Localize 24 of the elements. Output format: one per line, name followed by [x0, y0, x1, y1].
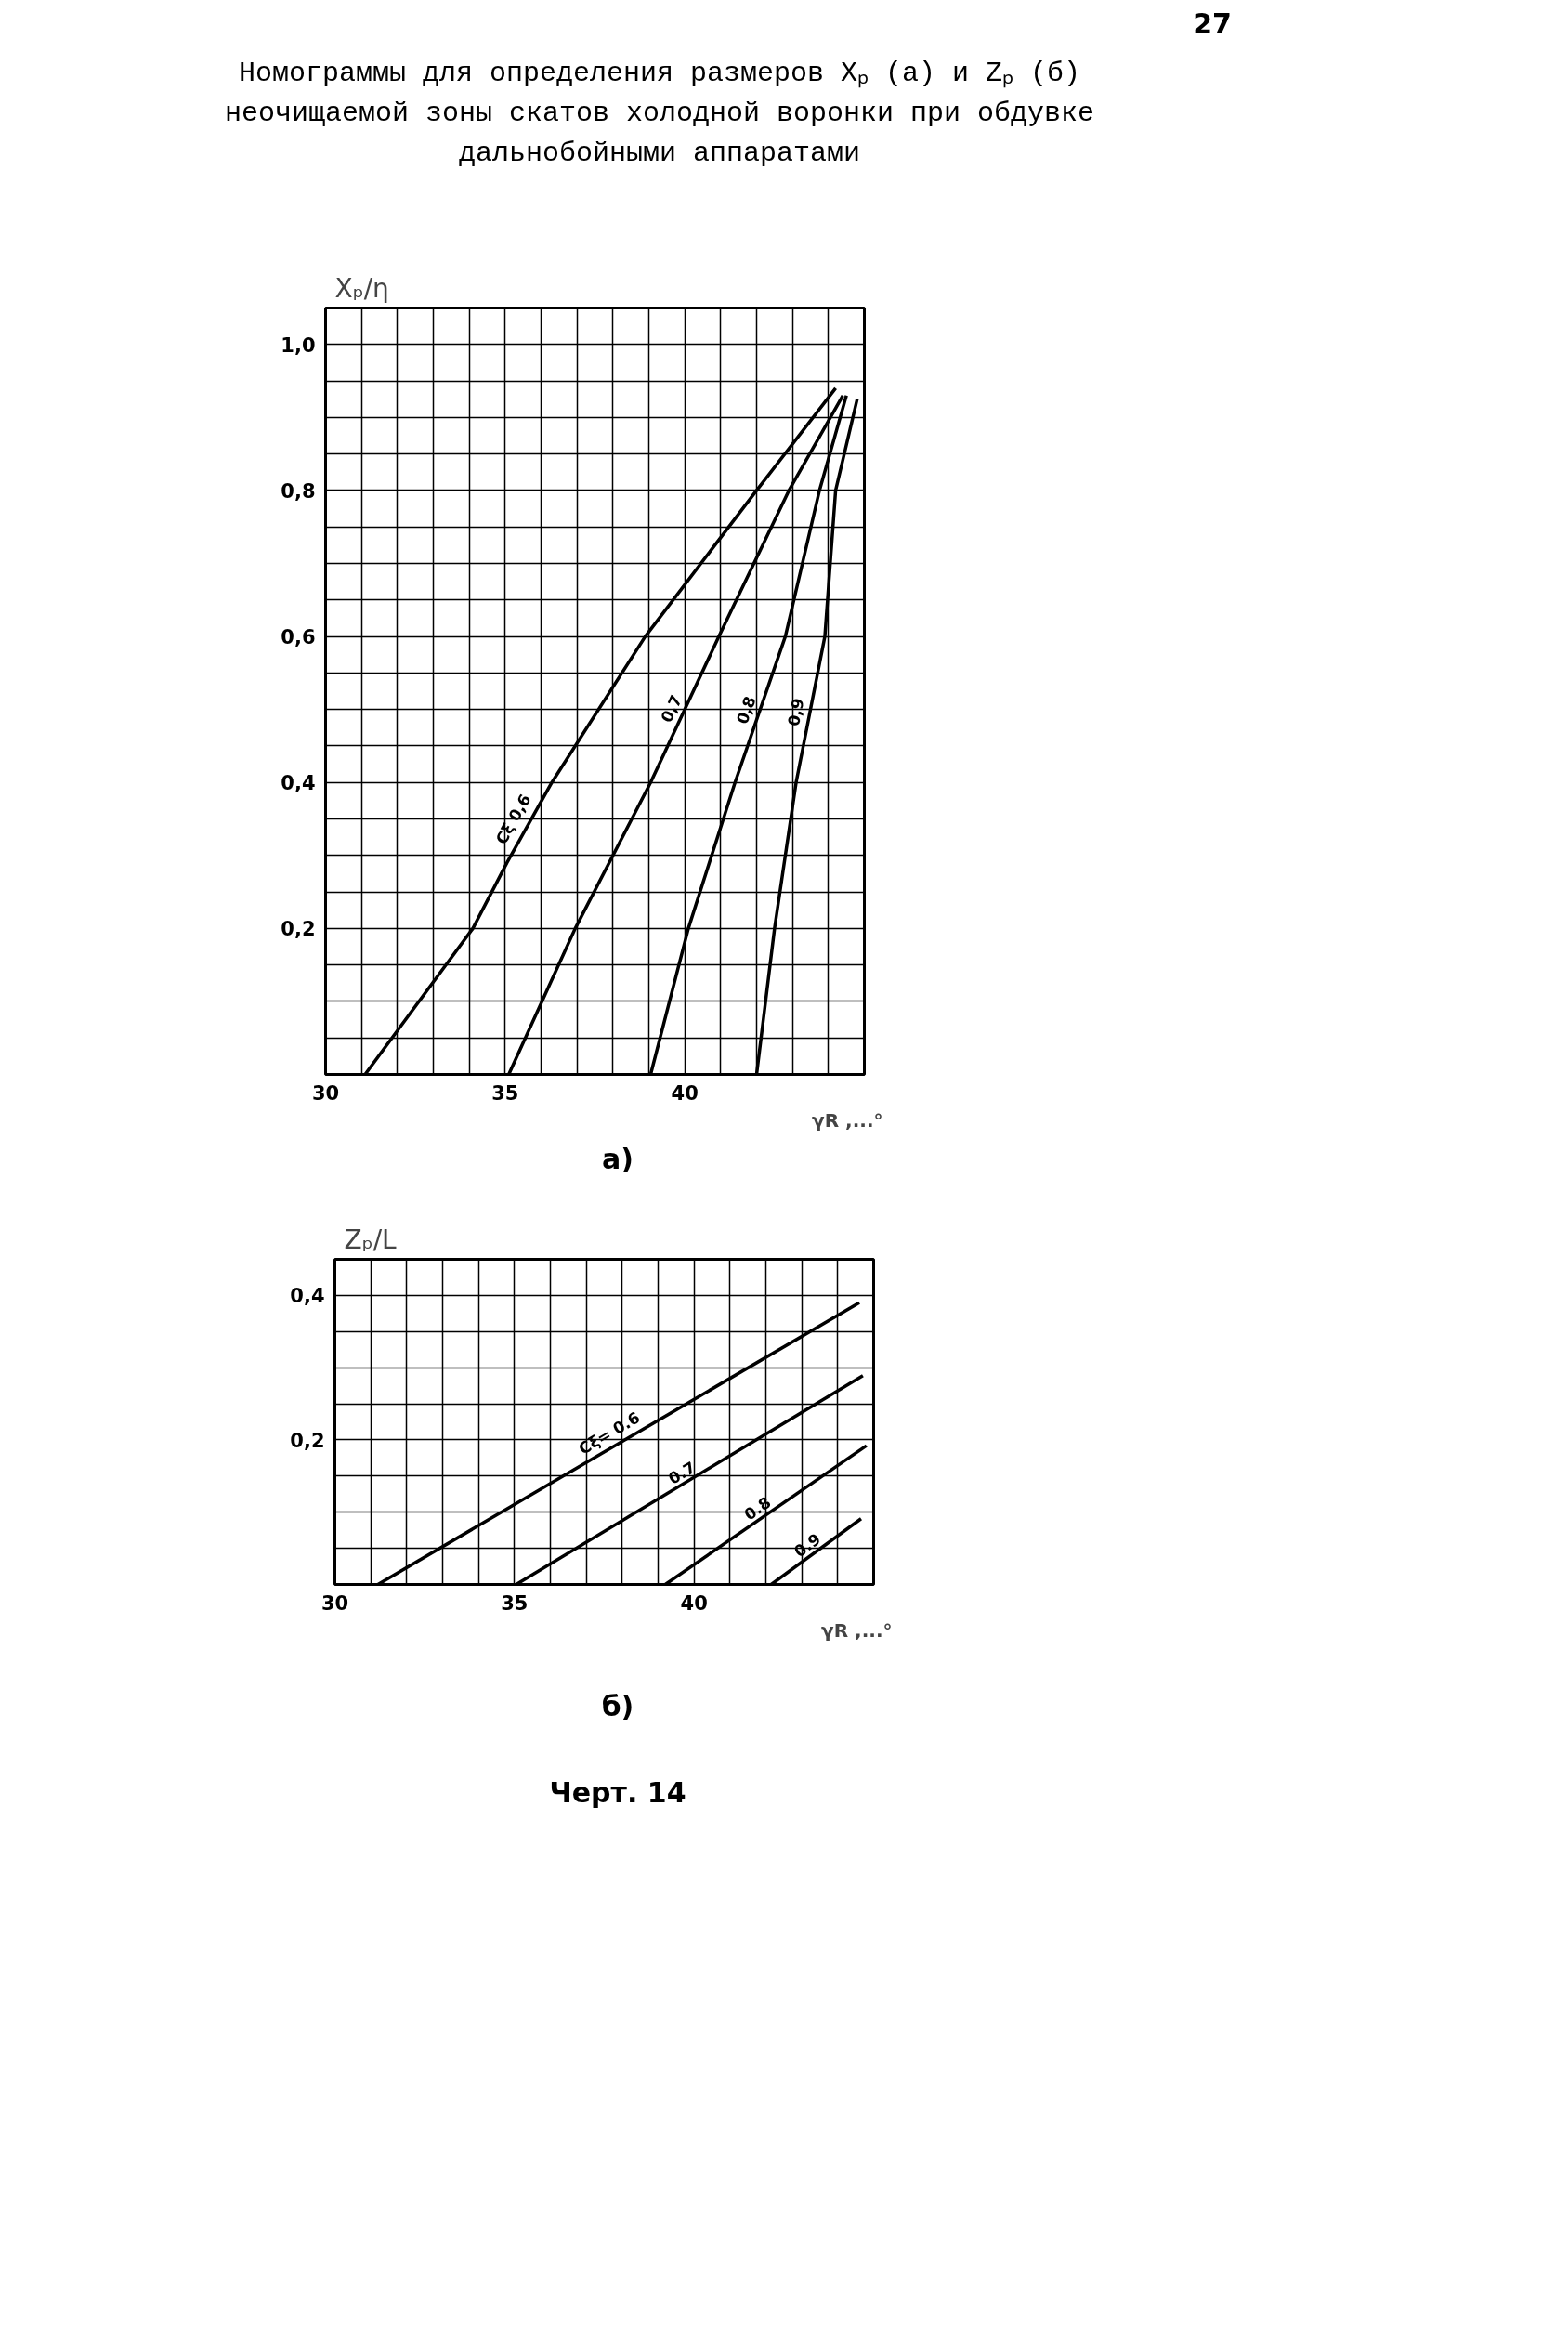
y-tick-label: 0,4	[290, 1285, 325, 1308]
x-tick-label: 30	[320, 1591, 349, 1615]
x-axis-title: γR ,...°	[821, 1618, 893, 1642]
y-axis-title: Zₚ/L	[344, 1224, 398, 1255]
chart-title: Номограммы для определения размеров Xₚ (а) и Zₚ (б) неочищаемой зоны скатов холодной воронки при обдувке дальнобойными аппаратами	[224, 56, 1095, 171]
x-tick-label: 40	[680, 1591, 708, 1615]
x-tick-label: 35	[491, 1081, 519, 1105]
y-tick-label: 0,6	[281, 626, 316, 649]
text: б)	[601, 1689, 634, 1725]
x-tick-label: 35	[501, 1591, 529, 1615]
x-tick-label: 40	[671, 1081, 699, 1105]
y-tick-label: 0,2	[281, 918, 316, 941]
y-tick-label: 1,0	[281, 334, 316, 358]
text: Черт. 14	[549, 1775, 686, 1812]
y-axis-title: Xₚ/η	[334, 272, 389, 304]
text: 0,8	[732, 694, 760, 727]
text: а)	[602, 1142, 634, 1178]
x-axis-title: γR ,...°	[812, 1108, 883, 1132]
y-tick-label: 0,8	[281, 480, 316, 504]
y-tick-label: 0,2	[290, 1430, 325, 1453]
text: 27	[1193, 7, 1232, 42]
text: 0,7	[657, 692, 686, 726]
x-tick-label: 30	[311, 1081, 340, 1105]
y-tick-label: 0,4	[281, 772, 316, 795]
